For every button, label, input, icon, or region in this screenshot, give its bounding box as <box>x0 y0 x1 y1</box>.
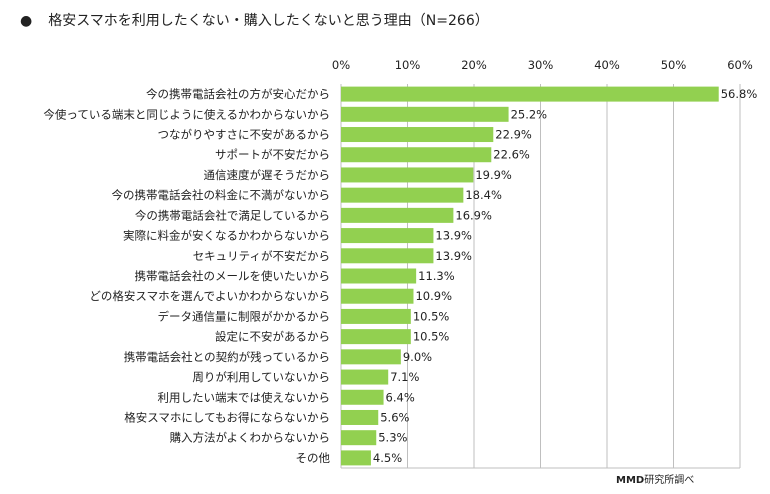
x-tick-label: 30% <box>528 58 554 72</box>
chart-title: ● 格安スマホを利用したくない・購入したくないと思う理由（N=266） <box>20 10 489 30</box>
category-label: セキュリティが不安だから <box>193 249 330 263</box>
category-label: データ通信量に制限がかかるから <box>158 309 331 323</box>
bar <box>341 147 492 163</box>
data-label: 19.9% <box>475 168 512 182</box>
source-text: 研究所調べ <box>644 475 695 486</box>
data-label: 22.6% <box>493 148 530 162</box>
category-label: 利用したい端末では使えないから <box>158 390 331 404</box>
data-label: 16.9% <box>455 208 492 222</box>
category-label: どの格安スマホを選んでよいかわからないから <box>89 289 330 303</box>
category-label: 携帯電話会社との契約が残っているから <box>124 350 330 364</box>
data-label: 11.3% <box>418 269 455 283</box>
bar <box>341 329 411 345</box>
bar <box>341 430 377 446</box>
bar <box>341 389 384 405</box>
data-label: 10.9% <box>415 289 452 303</box>
data-label: 5.6% <box>380 410 409 424</box>
title-text: 格安スマホを利用したくない・購入したくないと思う理由（N=266） <box>48 13 489 29</box>
data-label: 18.4% <box>465 188 502 202</box>
category-label: サポートが不安だから <box>215 148 330 162</box>
category-label: 今の携帯電話会社の料金に不満がないから <box>112 188 331 202</box>
data-label: 10.5% <box>413 309 450 323</box>
category-label: 実際に料金が安くなるかわからないから <box>123 229 330 243</box>
bar <box>341 187 464 203</box>
category-label: 購入方法がよくわからないから <box>170 431 330 445</box>
data-label: 5.3% <box>378 431 407 445</box>
bar <box>341 106 509 122</box>
category-label: 今使っている端末と同じように使えるかわからないから <box>43 107 330 121</box>
data-label: 6.4% <box>386 390 415 404</box>
category-label: 周りが利用していないから <box>192 370 330 384</box>
data-label: 13.9% <box>435 229 472 243</box>
category-label: その他 <box>296 451 331 465</box>
bar <box>341 167 474 183</box>
bar <box>341 207 454 223</box>
x-tick-label: 0% <box>332 58 350 72</box>
bar <box>341 86 719 102</box>
source-note: MMD研究所調べ <box>616 471 694 486</box>
bar <box>341 409 379 425</box>
data-label: 10.5% <box>413 330 450 344</box>
data-label: 7.1% <box>390 370 419 384</box>
bar <box>341 288 414 304</box>
data-label: 4.5% <box>373 451 402 465</box>
x-tick-label: 10% <box>395 58 421 72</box>
bar <box>341 349 401 365</box>
category-label: 設定に不安があるから <box>215 330 330 344</box>
bar <box>341 450 371 466</box>
data-label: 9.0% <box>403 350 432 364</box>
category-label: 携帯電話会社のメールを使いたいから <box>135 269 331 283</box>
data-label: 13.9% <box>435 249 472 263</box>
bar <box>341 308 411 324</box>
data-label: 25.2% <box>511 107 548 121</box>
category-label: 格安スマホにしてもお得にならないから <box>124 410 330 424</box>
category-label: つながりやすさに不安があるから <box>158 128 331 142</box>
title-bullet: ● <box>20 13 33 29</box>
category-label: 今の携帯電話会社で満足しているから <box>135 208 330 222</box>
x-tick-label: 60% <box>727 58 753 72</box>
bar <box>341 268 417 284</box>
x-tick-label: 40% <box>594 58 620 72</box>
bar <box>341 127 494 143</box>
bar <box>341 248 434 264</box>
data-label: 22.9% <box>495 128 532 142</box>
source-brand: MMD <box>616 475 645 486</box>
bar <box>341 369 389 385</box>
data-label: 56.8% <box>721 87 758 101</box>
category-label: 通信速度が遅そうだから <box>204 168 331 182</box>
x-tick-label: 50% <box>661 58 687 72</box>
category-label: 今の携帯電話会社の方が安心だから <box>146 87 330 101</box>
x-tick-label: 20% <box>461 58 487 72</box>
bar <box>341 228 434 244</box>
